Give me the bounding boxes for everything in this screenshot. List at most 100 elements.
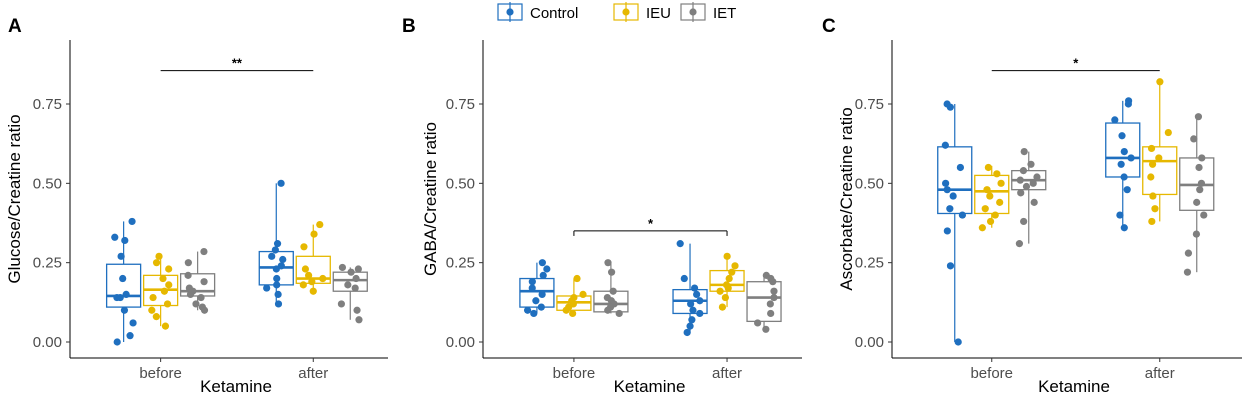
data-point xyxy=(1183,268,1192,276)
data-point xyxy=(119,274,127,283)
x-axis-title: Ketamine xyxy=(614,377,686,396)
data-point xyxy=(731,262,739,270)
y-axis-title: Ascorbate/Creatine ratio xyxy=(837,107,856,290)
data-point xyxy=(117,252,125,260)
data-point xyxy=(1147,144,1156,153)
box-iqr xyxy=(937,146,973,215)
data-point xyxy=(686,322,694,330)
data-point xyxy=(721,293,729,302)
box-iet-after xyxy=(1179,113,1215,276)
data-point xyxy=(986,217,995,226)
data-point xyxy=(120,306,129,314)
data-point xyxy=(986,192,994,200)
y-tick-label: 0.75 xyxy=(855,96,884,113)
data-point xyxy=(1151,205,1159,213)
x-tick-label: after xyxy=(298,365,328,382)
box-control-before xyxy=(105,217,142,346)
data-point xyxy=(716,287,724,295)
data-point xyxy=(355,316,363,324)
significance-bracket: * xyxy=(991,56,1160,72)
data-point xyxy=(268,252,276,260)
data-point xyxy=(724,284,732,292)
data-point xyxy=(537,303,545,311)
data-point xyxy=(128,217,136,226)
data-point xyxy=(687,300,695,308)
data-point xyxy=(1192,230,1201,238)
data-point xyxy=(1019,167,1028,175)
data-point xyxy=(949,192,957,200)
series-ieu xyxy=(142,220,331,330)
x-tick-label: after xyxy=(1145,365,1175,382)
box-ieu-after xyxy=(295,220,331,295)
data-point xyxy=(160,287,168,295)
data-point xyxy=(116,293,124,302)
data-point xyxy=(539,271,547,279)
data-point xyxy=(528,284,536,292)
data-point xyxy=(609,287,617,295)
data-point xyxy=(111,233,119,241)
data-point xyxy=(770,287,778,295)
data-point xyxy=(309,287,317,295)
data-point xyxy=(301,265,310,273)
data-point xyxy=(723,252,731,260)
panel-letter: B xyxy=(402,16,416,37)
box-iet-before xyxy=(1011,148,1047,248)
legend-key-ieu-dot xyxy=(622,8,630,16)
box-iqr xyxy=(746,281,782,323)
y-tick-label: 0.00 xyxy=(33,334,62,351)
data-point xyxy=(1027,160,1035,168)
panel-letter: A xyxy=(8,16,22,37)
data-point xyxy=(569,309,577,318)
y-tick-label: 0.00 xyxy=(855,334,884,351)
y-tick-label: 0.50 xyxy=(855,175,884,192)
data-point xyxy=(338,263,347,272)
data-point xyxy=(347,268,355,276)
legend: Control IEU IET xyxy=(497,2,736,22)
y-tick-label: 0.75 xyxy=(33,96,62,113)
data-point xyxy=(538,290,546,298)
data-point xyxy=(996,198,1004,206)
x-axis-title: Ketamine xyxy=(1038,377,1110,396)
data-point xyxy=(946,262,955,270)
data-point xyxy=(1116,211,1124,219)
data-point xyxy=(152,313,160,321)
data-point xyxy=(956,163,964,172)
data-point xyxy=(1127,154,1135,162)
data-point xyxy=(1020,148,1028,156)
data-point xyxy=(1198,154,1206,162)
data-point xyxy=(983,186,991,194)
data-point xyxy=(273,240,282,248)
data-point xyxy=(305,271,313,279)
data-point xyxy=(129,319,137,327)
data-point xyxy=(530,309,538,318)
data-point xyxy=(300,243,308,251)
data-point xyxy=(689,306,697,314)
legend-item-iet: IET xyxy=(680,2,736,22)
box-ieu-before xyxy=(142,252,179,330)
data-point xyxy=(273,281,281,289)
data-point xyxy=(1120,224,1128,232)
data-point xyxy=(1155,154,1163,162)
panels: A 0.00 0.25 0.50 0.75 before after Ketamine Gluc… xyxy=(5,16,1242,396)
data-point xyxy=(319,274,327,283)
data-point xyxy=(954,338,962,346)
box-ieu-after xyxy=(1142,78,1178,226)
y-tick-label: 0.50 xyxy=(33,175,62,192)
data-point xyxy=(676,240,684,248)
data-point xyxy=(1030,198,1038,206)
series-iet xyxy=(179,247,368,324)
box-control-after xyxy=(1105,97,1141,232)
box-iet-before xyxy=(593,259,629,318)
data-point xyxy=(725,274,733,283)
legend-key-iet-dot xyxy=(689,8,697,16)
series-iet xyxy=(1011,113,1215,276)
data-point xyxy=(766,300,774,308)
data-point xyxy=(993,170,1001,178)
box-iqr xyxy=(1142,146,1178,196)
data-point xyxy=(943,186,951,194)
data-point xyxy=(946,103,954,111)
data-point xyxy=(958,211,967,219)
significance-label: * xyxy=(1073,56,1079,71)
data-point xyxy=(942,179,950,187)
series-ieu xyxy=(556,252,745,318)
